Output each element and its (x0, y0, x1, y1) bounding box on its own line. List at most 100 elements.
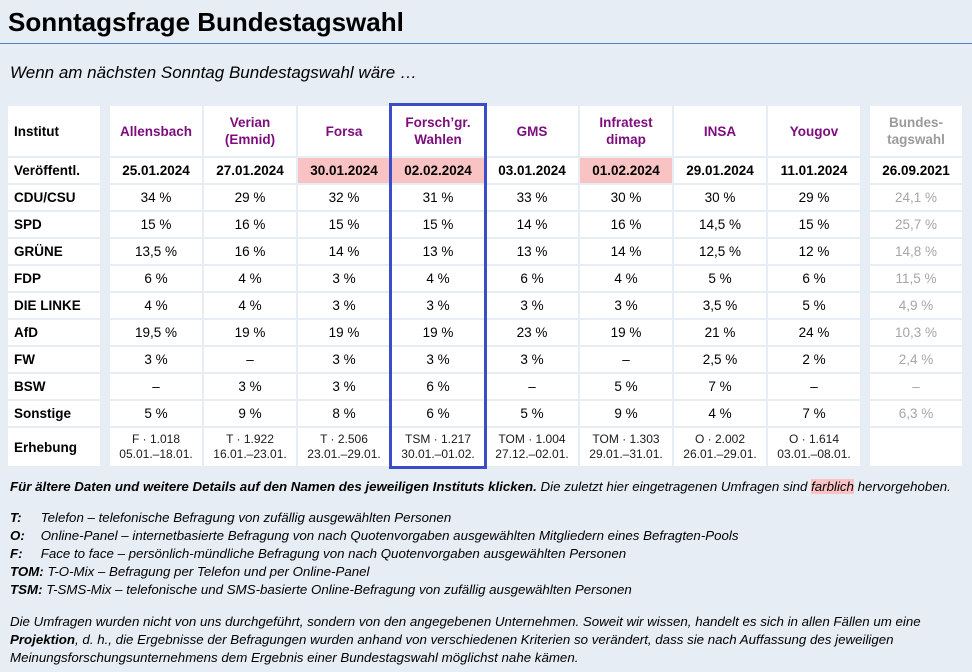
published-date-cell: 26.09.2021 (870, 158, 962, 183)
institute-header-gms[interactable]: GMS (486, 106, 578, 156)
value-cell: 19 % (392, 320, 484, 345)
survey-method-cell: T · 1.922 16.01.–23.01. (204, 428, 296, 466)
footer-note-bold: Für ältere Daten und weitere Details auf… (10, 479, 537, 494)
party-label: DIE LINKE (8, 293, 100, 318)
column-spacer (862, 185, 868, 210)
table-row-die-linke: DIE LINKE 4 % 4 % 3 % 3 % 3 % 3 % 3,5 % … (8, 293, 962, 318)
institute-header-infratest-dimap[interactable]: Infratest dimap (580, 106, 672, 156)
column-spacer (102, 212, 108, 237)
value-cell: – (486, 374, 578, 399)
published-date-cell-highlighted: 01.02.2024 (580, 158, 672, 183)
method-term: F: (10, 546, 23, 561)
institute-header-allensbach[interactable]: Allensbach (110, 106, 202, 156)
survey-details-row: Erhebung F · 1.018 05.01.–18.01. T · 1.9… (8, 428, 962, 466)
value-cell-past-election: 4,9 % (870, 293, 962, 318)
value-cell: 6 % (110, 266, 202, 291)
value-cell: 29 % (204, 185, 296, 210)
column-spacer (862, 212, 868, 237)
value-cell: 29 % (768, 185, 860, 210)
institute-header-insa[interactable]: INSA (674, 106, 766, 156)
value-cell-past-election: 10,3 % (870, 320, 962, 345)
method-definition-o: O: Online-Panel – internetbasierte Befra… (10, 527, 972, 545)
published-date-cell: 29.01.2024 (674, 158, 766, 183)
method-definition-tom: TOM: T-O-Mix – Befragung per Telefon und… (10, 563, 972, 581)
party-label: FW (8, 347, 100, 372)
row-label-erhebung: Erhebung (8, 428, 100, 466)
value-cell: 4 % (204, 266, 296, 291)
value-cell: 12,5 % (674, 239, 766, 264)
column-spacer (102, 347, 108, 372)
value-cell: 19 % (298, 320, 390, 345)
institute-header-forsa[interactable]: Forsa (298, 106, 390, 156)
title-divider (0, 43, 972, 44)
column-spacer (862, 158, 868, 183)
method-term: TOM: (10, 564, 44, 579)
value-cell: 4 % (392, 266, 484, 291)
method-definition-t: T: Telefon – telefonische Befragung von … (10, 509, 972, 527)
value-cell: 13 % (486, 239, 578, 264)
value-cell: 34 % (110, 185, 202, 210)
value-cell: 3 % (486, 347, 578, 372)
survey-method-cell: T · 2.506 23.01.–29.01. (298, 428, 390, 466)
column-spacer (862, 347, 868, 372)
value-cell: 5 % (768, 293, 860, 318)
column-spacer (102, 374, 108, 399)
value-cell: 6 % (486, 266, 578, 291)
method-term: T: (10, 510, 22, 525)
column-spacer (862, 374, 868, 399)
survey-method-cell: O · 2.002 26.01.–29.01. (674, 428, 766, 466)
table-row-spd: SPD 15 % 16 % 15 % 15 % 14 % 16 % 14,5 %… (8, 212, 962, 237)
subtitle: Wenn am nächsten Sonntag Bundestagswahl … (10, 63, 417, 82)
value-cell: 8 % (298, 401, 390, 426)
footer-note-highlight: farblich (811, 479, 854, 494)
value-cell: 16 % (580, 212, 672, 237)
value-cell: 6 % (392, 401, 484, 426)
poll-table: Institut Allensbach Verian (Emnid) Forsa… (6, 104, 964, 468)
party-label: AfD (8, 320, 100, 345)
value-cell: – (768, 374, 860, 399)
value-cell: 15 % (392, 212, 484, 237)
value-cell: 5 % (580, 374, 672, 399)
column-spacer (102, 266, 108, 291)
published-date-cell: 11.01.2024 (768, 158, 860, 183)
column-spacer (862, 106, 868, 156)
header-row: Institut Allensbach Verian (Emnid) Forsa… (8, 106, 962, 156)
value-cell-past-election: 2,4 % (870, 347, 962, 372)
party-label: Sonstige (8, 401, 100, 426)
value-cell: 6 % (768, 266, 860, 291)
published-date-cell: 25.01.2024 (110, 158, 202, 183)
value-cell: 32 % (298, 185, 390, 210)
footer: Für ältere Daten und weitere Details auf… (10, 478, 972, 667)
disclaimer-text-end: , d. h., die Ergebnisse der Befragungen … (10, 632, 894, 665)
column-spacer (102, 106, 108, 156)
value-cell: 7 % (674, 374, 766, 399)
table-row-gruene: GRÜNE 13,5 % 16 % 14 % 13 % 13 % 14 % 12… (8, 239, 962, 264)
institute-header-forschgr-wahlen[interactable]: Forsch’gr. Wahlen (392, 106, 484, 156)
column-spacer (102, 401, 108, 426)
value-cell: 19 % (580, 320, 672, 345)
value-cell: 3 % (486, 293, 578, 318)
institute-header-yougov[interactable]: Yougov (768, 106, 860, 156)
value-cell: 3 % (580, 293, 672, 318)
method-definitions: T: Telefon – telefonische Befragung von … (10, 509, 972, 599)
column-spacer (862, 239, 868, 264)
value-cell: 4 % (204, 293, 296, 318)
table-row-afd: AfD 19,5 % 19 % 19 % 19 % 23 % 19 % 21 %… (8, 320, 962, 345)
value-cell: 16 % (204, 212, 296, 237)
method-text: Face to face – persönlich-mündliche Befr… (40, 546, 627, 561)
value-cell: – (580, 347, 672, 372)
column-spacer (102, 320, 108, 345)
value-cell: – (110, 374, 202, 399)
value-cell: 3 % (392, 293, 484, 318)
value-cell: 21 % (674, 320, 766, 345)
value-cell: 30 % (580, 185, 672, 210)
column-spacer (862, 293, 868, 318)
value-cell: 2,5 % (674, 347, 766, 372)
value-cell-past-election: 25,7 % (870, 212, 962, 237)
institute-header-verian-emnid[interactable]: Verian (Emnid) (204, 106, 296, 156)
value-cell: 3 % (298, 293, 390, 318)
value-cell: 3 % (298, 374, 390, 399)
institute-header-bundestagswahl[interactable]: Bundes- tagswahl (870, 106, 962, 156)
table-row-fdp: FDP 6 % 4 % 3 % 4 % 6 % 4 % 5 % 6 % 11,5… (8, 266, 962, 291)
value-cell: 16 % (204, 239, 296, 264)
